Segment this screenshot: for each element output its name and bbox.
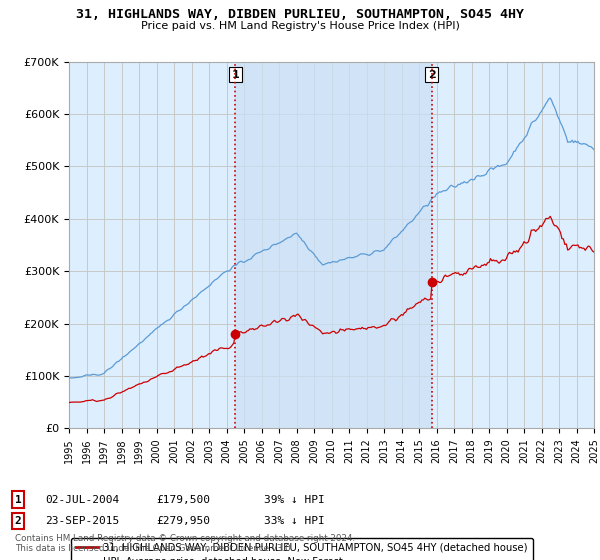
Text: 31, HIGHLANDS WAY, DIBDEN PURLIEU, SOUTHAMPTON, SO45 4HY: 31, HIGHLANDS WAY, DIBDEN PURLIEU, SOUTH… <box>76 8 524 21</box>
Legend: 31, HIGHLANDS WAY, DIBDEN PURLIEU, SOUTHAMPTON, SO45 4HY (detached house), HPI: : 31, HIGHLANDS WAY, DIBDEN PURLIEU, SOUTH… <box>71 538 533 560</box>
Text: 39% ↓ HPI: 39% ↓ HPI <box>264 494 325 505</box>
Text: 1: 1 <box>232 69 239 80</box>
Text: Price paid vs. HM Land Registry's House Price Index (HPI): Price paid vs. HM Land Registry's House … <box>140 21 460 31</box>
Text: £179,500: £179,500 <box>156 494 210 505</box>
Text: Contains HM Land Registry data © Crown copyright and database right 2024.
This d: Contains HM Land Registry data © Crown c… <box>15 534 355 553</box>
Text: £279,950: £279,950 <box>156 516 210 526</box>
Text: 23-SEP-2015: 23-SEP-2015 <box>45 516 119 526</box>
Text: 2: 2 <box>14 516 22 526</box>
Bar <box>235 62 432 428</box>
Text: 33% ↓ HPI: 33% ↓ HPI <box>264 516 325 526</box>
Text: 02-JUL-2004: 02-JUL-2004 <box>45 494 119 505</box>
Text: 2: 2 <box>428 69 436 80</box>
Text: 1: 1 <box>14 494 22 505</box>
